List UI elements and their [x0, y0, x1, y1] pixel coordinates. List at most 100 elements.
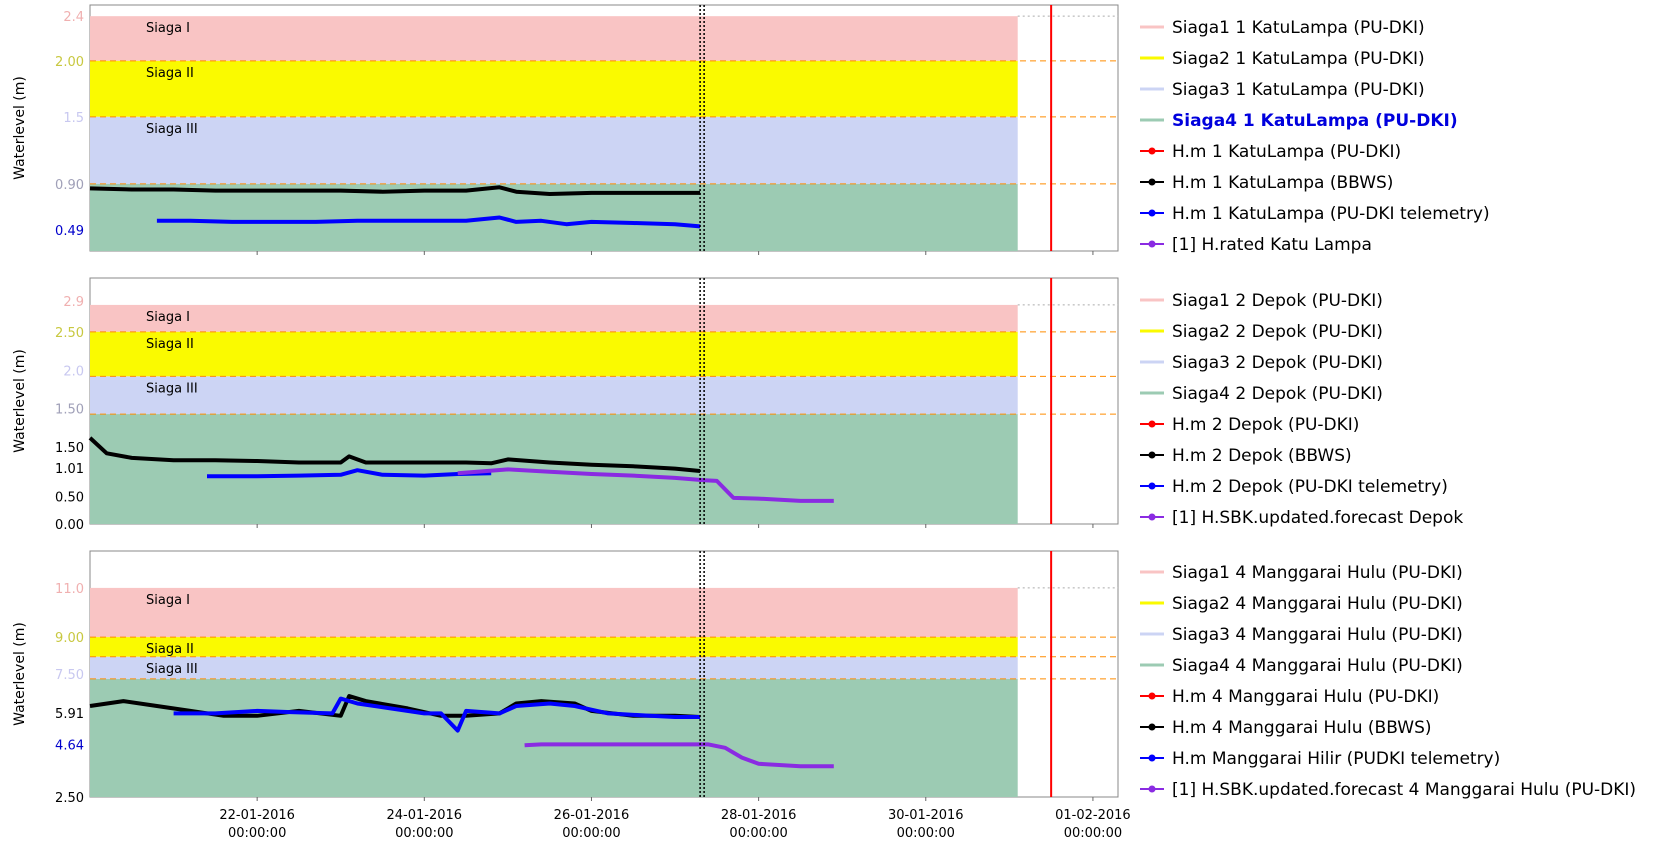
x-tick-label: 30-01-2016 — [888, 808, 964, 823]
siaga-band — [90, 304, 1018, 332]
legend-item: Siaga4 4 Manggarai Hulu (PU-DKI) — [1140, 656, 1463, 676]
legend-label: H.m 2 Depok (PU-DKI) — [1172, 415, 1359, 435]
legend-marker — [1148, 785, 1156, 793]
legend-item: H.m 2 Depok (BBWS) — [1140, 446, 1352, 466]
y-tick-label: 0.50 — [55, 490, 84, 505]
legend-marker — [1148, 209, 1156, 217]
legend-marker — [1148, 754, 1156, 762]
legend-item: Siaga2 1 KatuLampa (PU-DKI) — [1140, 49, 1425, 69]
legend-label: H.m 1 KatuLampa (PU-DKI telemetry) — [1172, 204, 1490, 224]
legend-label: H.m 4 Manggarai Hulu (PU-DKI) — [1172, 687, 1439, 707]
legend-marker — [1148, 723, 1156, 731]
legend-item: H.m 1 KatuLampa (BBWS) — [1140, 173, 1393, 193]
legend-marker — [1148, 240, 1156, 248]
y-tick-label: 2.9 — [63, 295, 84, 310]
band-label: Siaga I — [146, 310, 190, 325]
siaga-band — [90, 376, 1018, 415]
legend-item: Siaga4 2 Depok (PU-DKI) — [1140, 384, 1383, 404]
legend-marker — [1148, 178, 1156, 186]
legend-marker — [1148, 420, 1156, 428]
x-tick-label: 00:00:00 — [395, 826, 453, 841]
x-tick-label: 00:00:00 — [1064, 826, 1122, 841]
y-tick-label: 0.00 — [55, 518, 84, 533]
y-tick-label: 1.50 — [55, 441, 84, 456]
legend-label: Siaga2 1 KatuLampa (PU-DKI) — [1172, 49, 1425, 69]
legend-item: Siaga3 4 Manggarai Hulu (PU-DKI) — [1140, 625, 1463, 645]
siaga-band — [90, 16, 1018, 61]
legend-item: Siaga2 4 Manggarai Hulu (PU-DKI) — [1140, 594, 1463, 614]
legend-item: H.m Manggarai Hilir (PUDKI telemetry) — [1140, 749, 1500, 769]
y-tick-label: 11.0 — [55, 582, 84, 597]
chart-panel-3: Siaga I Siaga II Siaga III 11.0 9.00 7.50 5.91… — [12, 550, 1636, 806]
x-tick-label: 24-01-2016 — [387, 808, 463, 823]
legend-label: Siaga4 1 KatuLampa (PU-DKI) — [1172, 111, 1458, 131]
legend-marker — [1148, 147, 1156, 155]
legend-label: H.m 1 KatuLampa (PU-DKI) — [1172, 142, 1401, 162]
legend-item: [1] H.SBK.updated.forecast 4 Manggarai H… — [1140, 780, 1636, 800]
band-label: Siaga I — [146, 21, 190, 36]
legend-label: [1] H.SBK.updated.forecast 4 Manggarai H… — [1172, 780, 1636, 800]
band-label: Siaga III — [146, 662, 198, 677]
legend-label: Siaga4 4 Manggarai Hulu (PU-DKI) — [1172, 656, 1463, 676]
siaga-band — [90, 414, 1018, 524]
legend-label: Siaga2 2 Depok (PU-DKI) — [1172, 322, 1383, 342]
legend-label: Siaga1 2 Depok (PU-DKI) — [1172, 291, 1383, 311]
siaga-band — [90, 637, 1018, 657]
siaga-band — [90, 678, 1018, 797]
band-label: Siaga II — [146, 642, 194, 657]
x-tick-label: 00:00:00 — [562, 826, 620, 841]
series-line — [207, 468, 492, 479]
siaga-band — [90, 116, 1018, 184]
y-axis-label: Waterlevel (m) — [12, 76, 28, 180]
siaga-band — [90, 587, 1018, 638]
legend-label: Siaga3 1 KatuLampa (PU-DKI) — [1172, 80, 1425, 100]
legend-marker — [1148, 482, 1156, 490]
legend-item: H.m 1 KatuLampa (PU-DKI) — [1140, 142, 1401, 162]
band-label: Siaga III — [146, 122, 198, 137]
legend-marker — [1148, 513, 1156, 521]
y-tick-label: 1.50 — [55, 403, 84, 418]
legend-item: H.m 1 KatuLampa (PU-DKI telemetry) — [1140, 204, 1490, 224]
x-tick-label: 00:00:00 — [729, 826, 787, 841]
legend-label: [1] H.rated Katu Lampa — [1172, 235, 1372, 255]
y-tick-label: 1.01 — [55, 462, 84, 477]
y-tick-label: 7.50 — [55, 668, 84, 683]
series-line — [173, 696, 701, 733]
legend-item: Siaga1 2 Depok (PU-DKI) — [1140, 291, 1383, 311]
legend-label: H.m 2 Depok (BBWS) — [1172, 446, 1352, 466]
chart-panel-2: Siaga I Siaga II Siaga III 2.9 2.50 2.0 1.50 1.… — [12, 277, 1463, 533]
legend-item: H.m 2 Depok (PU-DKI) — [1140, 415, 1359, 435]
legend-label: Siaga3 4 Manggarai Hulu (PU-DKI) — [1172, 625, 1463, 645]
legend-item: H.m 4 Manggarai Hulu (PU-DKI) — [1140, 687, 1439, 707]
series-line — [156, 215, 701, 229]
legend-marker — [1148, 451, 1156, 459]
y-tick-label: 5.91 — [55, 707, 84, 722]
y-tick-label: 0.90 — [55, 178, 84, 193]
legend-label: Siaga1 1 KatuLampa (PU-DKI) — [1172, 18, 1425, 38]
legend-label: [1] H.SBK.updated.forecast Depok — [1172, 508, 1463, 528]
legend-label: H.m Manggarai Hilir (PUDKI telemetry) — [1172, 749, 1500, 769]
legend-label: Siaga3 2 Depok (PU-DKI) — [1172, 353, 1383, 373]
siaga-band — [90, 331, 1018, 377]
series-line — [524, 742, 834, 769]
legend-marker — [1148, 692, 1156, 700]
y-tick-label: 9.00 — [55, 631, 84, 646]
legend-label: Siaga1 4 Manggarai Hulu (PU-DKI) — [1172, 563, 1463, 583]
legend-label: H.m 1 KatuLampa (BBWS) — [1172, 173, 1393, 193]
band-label: Siaga II — [146, 66, 194, 81]
x-tick-label: 22-01-2016 — [219, 808, 295, 823]
legend-item: H.m 4 Manggarai Hulu (BBWS) — [1140, 718, 1432, 738]
band-label: Siaga I — [146, 593, 190, 608]
legend-item: Siaga4 1 KatuLampa (PU-DKI) — [1140, 111, 1458, 131]
y-tick-label: 2.50 — [55, 791, 84, 806]
legend-label: Siaga4 2 Depok (PU-DKI) — [1172, 384, 1383, 404]
legend-item: Siaga3 2 Depok (PU-DKI) — [1140, 353, 1383, 373]
legend-item: Siaga1 4 Manggarai Hulu (PU-DKI) — [1140, 563, 1463, 583]
y-tick-label: 1.5 — [63, 111, 84, 126]
y-tick-label: 2.00 — [55, 55, 84, 70]
siaga-band — [90, 656, 1018, 679]
series-line — [89, 185, 701, 196]
legend-item: H.m 2 Depok (PU-DKI telemetry) — [1140, 477, 1448, 497]
